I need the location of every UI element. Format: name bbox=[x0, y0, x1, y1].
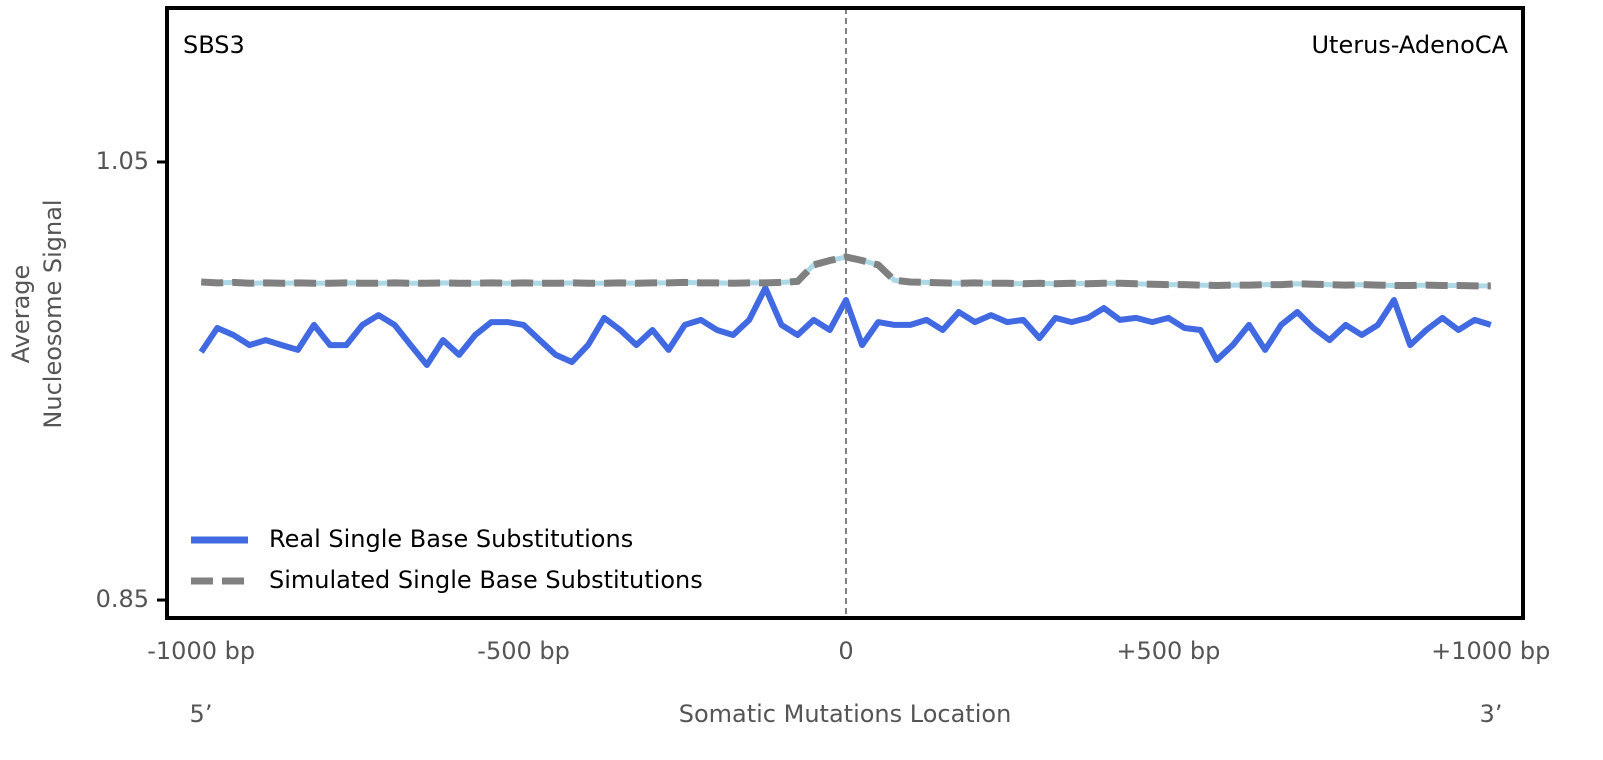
x-label: Somatic Mutations Location bbox=[679, 700, 1012, 728]
chart-title: SBS3 bbox=[183, 31, 245, 59]
legend-label: Simulated Single Base Substitutions bbox=[269, 566, 703, 594]
y-label-line: Average bbox=[7, 265, 35, 364]
legend-label: Real Single Base Substitutions bbox=[269, 525, 633, 553]
annotation: 5’ bbox=[190, 700, 213, 728]
plot-frame bbox=[165, 6, 1525, 620]
annotation: 3’ bbox=[1480, 700, 1503, 728]
x-tick-label: -1000 bp bbox=[147, 637, 255, 665]
series-line bbox=[201, 253, 1491, 290]
x-tick-label: +500 bp bbox=[1116, 637, 1220, 665]
y-label-line: Nucleosome Signal bbox=[39, 199, 67, 428]
series-line bbox=[198, 284, 1492, 368]
y-tick-label: 1.05 bbox=[96, 147, 149, 175]
y-tick-label: 0.85 bbox=[96, 585, 149, 613]
x-tick-label: 0 bbox=[838, 637, 853, 665]
x-tick-label: -500 bp bbox=[477, 637, 570, 665]
chart-subtitle: Uterus-AdenoCA bbox=[1311, 31, 1508, 59]
x-tick-label: +1000 bp bbox=[1431, 637, 1550, 665]
